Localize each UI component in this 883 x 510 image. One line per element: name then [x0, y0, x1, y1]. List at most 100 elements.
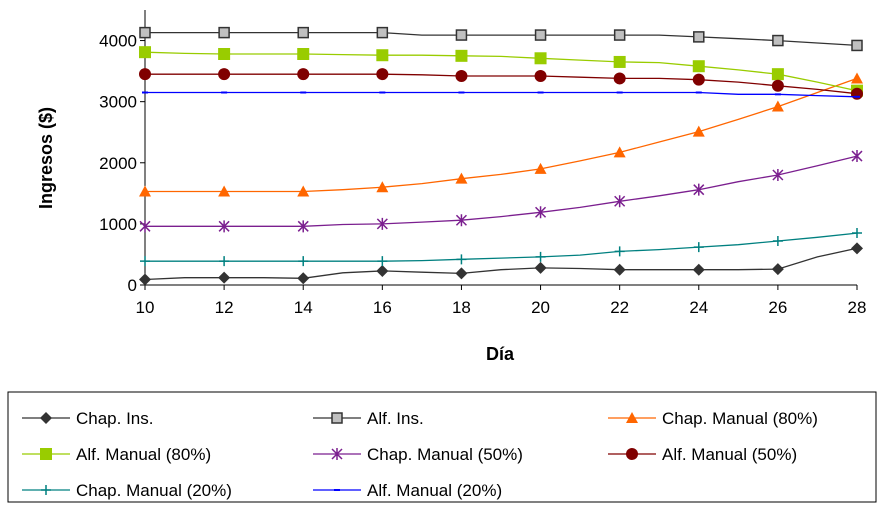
series-line-2 [145, 77, 858, 193]
series-1 [139, 26, 863, 52]
x-tick-label-0: 10 [136, 298, 155, 317]
series-0-point-5 [534, 261, 547, 274]
series-3-point-3 [376, 49, 389, 62]
series-4-point-3 [376, 217, 388, 230]
series-1-point-5 [534, 29, 547, 41]
x-tick-label-7: 24 [689, 298, 708, 317]
series-1-point-9 [851, 39, 863, 52]
series-4-point-0 [139, 220, 151, 233]
series-6-point-7 [693, 242, 704, 253]
y-tick-label-2: 2000 [99, 154, 137, 173]
legend-label-1: Alf. Ins. [367, 409, 424, 428]
series-5-point-0 [139, 68, 151, 81]
legend-label-6: Chap. Manual (20%) [76, 481, 232, 500]
series-6-point-5 [535, 251, 546, 262]
series-2-point-4 [455, 172, 468, 184]
x-tick-label-8: 26 [768, 298, 787, 317]
series-6 [140, 228, 862, 267]
series-2-point-7 [692, 125, 705, 137]
x-tick-label-4: 18 [452, 298, 471, 317]
series-5-point-3 [376, 68, 389, 81]
series-0-point-2 [297, 272, 310, 285]
series-6-point-1 [219, 256, 230, 267]
series-line-3 [144, 51, 858, 92]
series-3-point-8 [771, 68, 784, 81]
legend-marker-2 [626, 412, 638, 423]
series-2-point-5 [534, 162, 547, 174]
series-1-point-4 [455, 29, 468, 41]
series-1-point-2 [297, 26, 309, 39]
series-5-point-5 [534, 70, 547, 82]
y-axis-title: Ingresos ($) [36, 107, 56, 209]
series-4-point-1 [218, 220, 230, 233]
series-0-point-4 [455, 267, 468, 280]
series-0-point-9 [851, 242, 863, 255]
series-3-point-2 [297, 48, 310, 60]
series-2-point-2 [297, 185, 310, 197]
legend-label-0: Chap. Ins. [76, 409, 154, 428]
series-4-point-4 [455, 214, 467, 227]
series-6-point-0 [140, 256, 150, 267]
y-tick-label-4: 4000 [99, 32, 137, 51]
series-0-point-1 [218, 271, 231, 284]
series-6-point-6 [614, 246, 625, 257]
series-0 [139, 242, 863, 286]
series-3 [139, 46, 863, 97]
series-5-point-1 [218, 68, 231, 81]
series-2-point-8 [771, 100, 784, 112]
series-5-point-8 [771, 79, 784, 92]
series-1-point-8 [772, 34, 784, 47]
series-1-point-1 [218, 26, 230, 39]
series-1-point-6 [613, 29, 626, 41]
x-tick-label-2: 14 [294, 298, 313, 317]
series-2-point-6 [613, 146, 626, 158]
series-1-point-0 [139, 26, 151, 39]
series-6-point-8 [772, 236, 783, 246]
legend-marker-6 [41, 485, 51, 495]
series-5-point-7 [692, 73, 705, 86]
series-1-point-3 [376, 26, 389, 39]
legend-marker-4 [331, 448, 343, 460]
series-line-6 [145, 232, 858, 262]
axes: 0 1000 2000 3000 4000 10 12 14 16 18 20 22 24 26 28 [99, 10, 866, 317]
series-line-0 [144, 247, 858, 281]
series-4-point-6 [614, 195, 626, 208]
series-5-point-4 [455, 70, 468, 82]
series-3-point-0 [139, 46, 151, 59]
x-axis-title: Día [486, 344, 515, 364]
series-3-point-4 [455, 49, 468, 62]
legend-box [7, 391, 877, 503]
series-4-point-2 [297, 220, 309, 233]
x-tick-label-5: 20 [531, 298, 550, 317]
series-4-point-8 [772, 169, 784, 181]
series-7 [142, 91, 860, 98]
series-2-point-1 [218, 185, 231, 197]
series-0-point-7 [692, 263, 705, 276]
series-line-4 [145, 155, 858, 227]
series-line-7 [145, 91, 858, 98]
series-5-point-9 [851, 87, 863, 100]
series-0-point-8 [771, 263, 784, 276]
series-0-point-3 [376, 264, 389, 277]
series-5-point-2 [297, 68, 310, 81]
series-6-point-9 [852, 228, 862, 239]
legend-label-7: Alf. Manual (20%) [367, 481, 502, 500]
legend-label-5: Alf. Manual (50%) [662, 445, 797, 464]
y-tick-label-0: 0 [128, 276, 137, 295]
series-6-point-3 [377, 256, 388, 267]
y-tick-label-1: 1000 [99, 215, 137, 234]
x-tick-label-1: 12 [215, 298, 234, 317]
series-layer [139, 26, 863, 286]
series-3-point-7 [692, 60, 705, 73]
legend-marker-5 [626, 448, 638, 460]
series-0-point-0 [139, 273, 151, 286]
series-2-point-9 [851, 72, 863, 84]
legend-label-2: Chap. Manual (80%) [662, 409, 818, 428]
series-0-point-6 [613, 263, 626, 276]
series-3-point-1 [218, 48, 231, 60]
series-5-point-6 [613, 72, 626, 85]
series-4-point-9 [851, 150, 863, 163]
x-tick-label-9: 28 [848, 298, 867, 317]
x-tick-label-6: 22 [610, 298, 629, 317]
